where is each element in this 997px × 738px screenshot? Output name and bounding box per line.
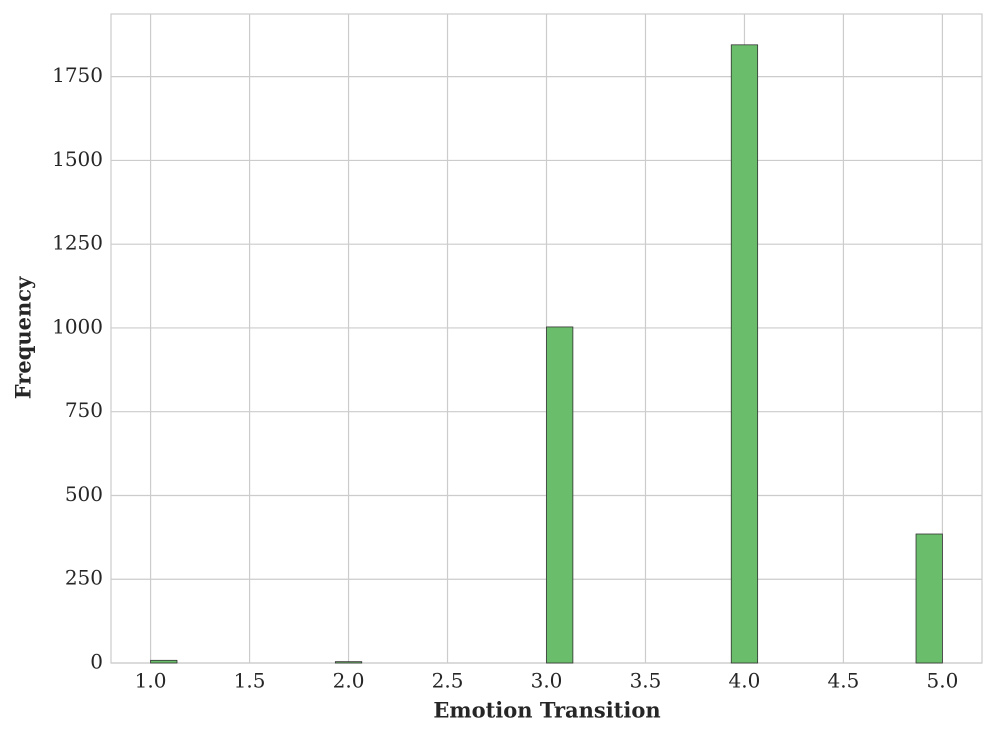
y-tick-label: 500	[65, 482, 103, 506]
y-tick-label: 1250	[52, 231, 103, 255]
y-tick-label: 750	[65, 398, 103, 422]
x-tick-label: 2.0	[333, 669, 365, 693]
x-tick-label: 1.5	[234, 669, 266, 693]
x-tick-label: 4.5	[828, 669, 860, 693]
y-tick-label: 250	[65, 566, 103, 590]
x-axis-title: Emotion Transition	[433, 698, 660, 723]
y-tick-label: 1000	[52, 314, 103, 338]
x-tick-label: 3.0	[531, 669, 563, 693]
x-tick-label: 2.5	[432, 669, 464, 693]
x-tick-label: 1.0	[135, 669, 167, 693]
histogram-bar	[546, 326, 574, 664]
y-tick-label: 1500	[52, 147, 103, 171]
histogram-bar	[730, 44, 759, 664]
y-axis-title: Frequency	[11, 276, 36, 399]
histogram-bar	[150, 659, 178, 664]
y-tick-label: 0	[90, 650, 103, 674]
x-tick-label: 3.5	[630, 669, 662, 693]
x-tick-label: 4.0	[729, 669, 761, 693]
y-tick-label: 1750	[52, 63, 103, 87]
histogram-bar	[334, 661, 363, 664]
histogram-bar	[915, 533, 943, 664]
x-tick-label: 5.0	[927, 669, 959, 693]
